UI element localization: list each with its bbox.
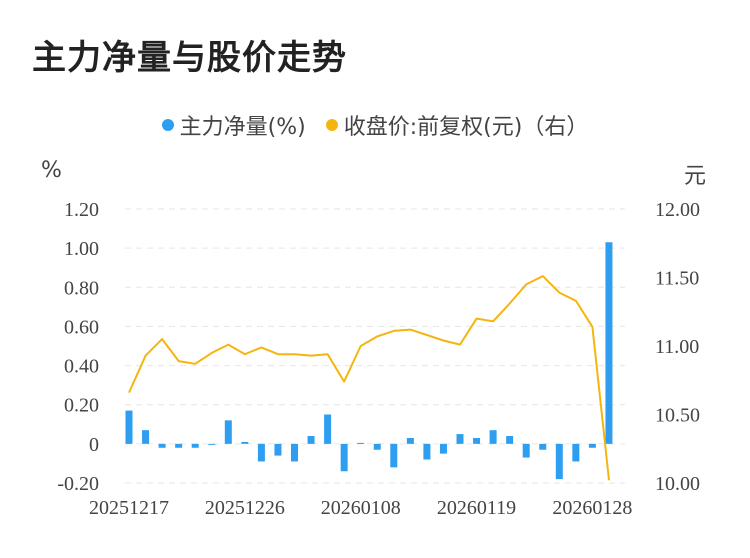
bar xyxy=(175,443,183,448)
bar xyxy=(539,443,547,450)
left-axis-unit: % xyxy=(41,158,62,183)
left-tick-label: -0.20 xyxy=(57,473,99,495)
left-tick-label: 0.40 xyxy=(64,356,99,378)
bar xyxy=(274,443,282,456)
price-line xyxy=(128,275,610,481)
x-tick-label: 20260128 xyxy=(552,497,632,519)
bar xyxy=(125,410,133,444)
bar xyxy=(473,437,481,444)
x-tick-label: 20260108 xyxy=(321,497,401,519)
right-tick-label: 10.00 xyxy=(655,473,700,495)
legend: 主力净量(%) 收盘价:前复权(元)（右） xyxy=(0,110,750,140)
bar xyxy=(373,443,381,450)
bar xyxy=(324,414,332,444)
bar xyxy=(307,436,315,444)
bar xyxy=(390,443,398,468)
bar xyxy=(439,443,447,454)
right-axis-unit: 元 xyxy=(684,164,707,189)
right-tick-label: 12.00 xyxy=(655,199,700,221)
bar xyxy=(406,437,414,444)
left-tick-label: 1.20 xyxy=(64,199,99,221)
right-tick-label: 11.50 xyxy=(655,268,699,290)
bar xyxy=(241,441,249,444)
bar xyxy=(340,443,348,472)
right-tick-label: 10.50 xyxy=(655,405,700,427)
x-tick-label: 20251226 xyxy=(205,497,285,519)
bar xyxy=(158,443,166,448)
legend-dot-close-price xyxy=(325,119,338,131)
legend-item-close-price[interactable]: 收盘价:前复权(元)（右） xyxy=(325,109,589,141)
bar xyxy=(572,443,580,462)
bar xyxy=(456,434,464,444)
left-tick-label: 0.80 xyxy=(64,277,99,299)
legend-dot-net-volume xyxy=(161,119,174,131)
bar xyxy=(142,430,150,444)
right-tick-label: 11.00 xyxy=(655,336,699,358)
x-tick-label: 20251217 xyxy=(89,497,169,519)
bar xyxy=(423,443,431,460)
bar xyxy=(191,443,199,448)
bar xyxy=(555,443,563,480)
bar xyxy=(605,242,613,444)
left-tick-label: 1.00 xyxy=(64,238,99,260)
bar xyxy=(489,430,497,444)
bar xyxy=(522,443,530,458)
bar xyxy=(506,436,514,444)
legend-label-net-volume: 主力净量(%) xyxy=(179,115,306,140)
bar xyxy=(208,443,216,445)
bar xyxy=(588,443,596,448)
bar xyxy=(357,442,365,444)
bar xyxy=(224,420,232,444)
bar xyxy=(257,443,265,462)
page-title: 主力净量与股价走势 xyxy=(32,38,347,78)
bar xyxy=(291,443,298,462)
legend-item-net-volume[interactable]: 主力净量(%) xyxy=(161,109,306,141)
legend-label-close-price: 收盘价:前复权(元)（右） xyxy=(343,115,589,140)
x-tick-label: 20260119 xyxy=(437,497,516,519)
left-tick-label: 0.20 xyxy=(64,395,99,417)
left-tick-label: 0 xyxy=(89,434,99,456)
left-tick-label: 0.60 xyxy=(64,316,99,338)
